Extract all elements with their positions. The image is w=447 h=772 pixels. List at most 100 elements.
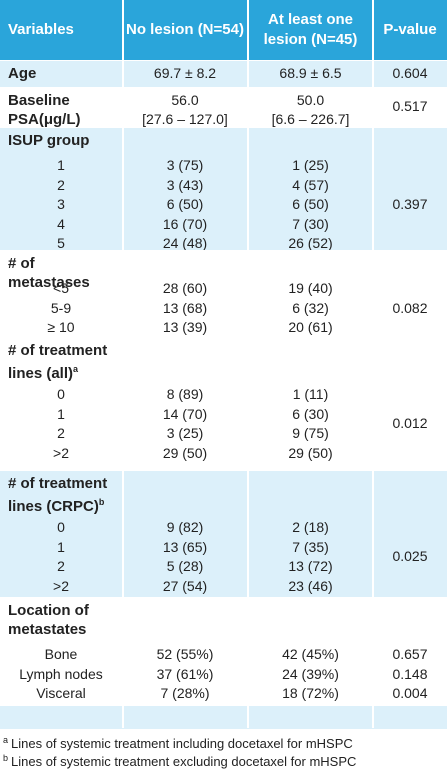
label-text: # of metastases: [8, 255, 90, 291]
footnote-mark: a: [3, 735, 9, 745]
value-cell: 7 (30): [292, 215, 329, 232]
item-label: Bone: [44, 646, 78, 662]
value-cell: 13 (39): [162, 319, 208, 335]
row-label: Location of metastates: [8, 601, 120, 639]
item-label: <5: [53, 280, 69, 296]
value-cell: 9 (75): [292, 425, 329, 441]
item-label: 2: [57, 176, 65, 193]
value-cell: 26 (52): [288, 235, 333, 251]
label-text: Age: [8, 65, 37, 82]
column-separator: [247, 0, 249, 728]
value-cell: 18 (72%): [282, 685, 339, 701]
row-label: Baseline PSA(μg/L): [8, 91, 120, 129]
blank-row: [0, 705, 447, 729]
value-cell: 20 (61): [288, 319, 333, 335]
value-cell: 13 (68): [162, 299, 208, 316]
value-cell: 24 (39%): [282, 665, 339, 682]
value-cell: 23 (46): [288, 577, 333, 594]
header-cell: At least one lesion (N=45): [263, 11, 358, 48]
item-label: Lymph nodes: [19, 665, 103, 682]
value-cell: 7 (35): [292, 538, 329, 555]
p-value: 0.517: [392, 98, 428, 114]
footnote-text: Lines of systemic treatment excluding do…: [11, 754, 357, 770]
value-cell: 3 (75): [166, 157, 204, 173]
item-label: 0: [57, 519, 65, 535]
value-cell: [27.6 – 127.0]: [142, 111, 228, 127]
value-cell: 1 (11): [292, 386, 329, 402]
p-value: 0.657: [392, 646, 428, 662]
p-value: 0.604: [392, 64, 428, 81]
item-label: 2: [57, 558, 65, 574]
p-value: 0.397: [392, 196, 428, 212]
p-value: 0.025: [392, 548, 428, 565]
value-cell: 6 (50): [166, 196, 204, 212]
row-label: # of treatment lines (CRPC)b: [8, 474, 120, 516]
item-label: >2: [53, 577, 69, 594]
item-label: 1: [57, 405, 65, 422]
value-cell: 50.0: [296, 92, 325, 108]
value-cell: 3 (25): [166, 425, 204, 441]
item-label: 0: [57, 386, 65, 402]
value-cell: 28 (60): [162, 280, 208, 296]
value-cell: 52 (55%): [156, 646, 214, 662]
row-label: ISUP group: [8, 131, 120, 150]
value-cell: 27 (54): [162, 577, 208, 594]
value-cell: 3 (43): [166, 176, 204, 193]
item-label: Visceral: [36, 685, 86, 701]
footnote-text: Lines of systemic treatment including do…: [11, 736, 353, 752]
item-label: ≥ 10: [47, 319, 75, 335]
value-cell: 29 (50): [288, 444, 333, 461]
row-label: Age: [8, 64, 120, 83]
footnote-mark: b: [98, 497, 105, 507]
value-cell: 13 (65): [162, 538, 208, 555]
value-cell: 6 (30): [292, 405, 329, 422]
footnote-mark: b: [3, 753, 9, 763]
value-cell: 5 (28): [166, 558, 204, 574]
value-cell: 29 (50): [162, 444, 208, 461]
value-cell: 13 (72): [288, 558, 333, 574]
value-cell: 6 (50): [292, 196, 329, 212]
item-label: 5: [57, 235, 65, 251]
value-cell: 6 (32): [292, 299, 329, 316]
label-text: ISUP group: [8, 132, 90, 149]
header-cell: Variables: [8, 21, 74, 38]
value-cell: 68.9 ± 6.5: [279, 65, 342, 81]
value-cell: 16 (70): [162, 215, 208, 232]
value-cell: 7 (28%): [160, 685, 210, 701]
value-cell: 4 (57): [292, 176, 329, 193]
value-cell: 42 (45%): [282, 646, 339, 662]
header-cell: P-value: [383, 21, 437, 38]
p-value: 0.004: [392, 685, 428, 701]
value-cell: 19 (40): [288, 280, 333, 296]
value-cell: 69.7 ± 8.2: [153, 65, 217, 81]
row-label: # of treatment lines (all)a: [8, 341, 120, 383]
value-cell: 9 (82): [166, 519, 204, 535]
footnote: b Lines of systemic treatment excluding d…: [3, 750, 356, 770]
item-label: 1: [57, 157, 65, 173]
value-cell: 56.0: [171, 92, 199, 108]
label-text: Baseline PSA(μg/L): [8, 92, 81, 128]
column-separator: [372, 0, 374, 728]
footnote: a Lines of systemic treatment including d…: [3, 732, 353, 752]
item-label: 4: [57, 215, 65, 232]
value-cell: 8 (89): [166, 386, 204, 402]
item-label: 1: [57, 538, 65, 555]
p-value: 0.148: [392, 665, 428, 682]
label-text: # of treatment lines (CRPC): [8, 475, 108, 515]
value-cell: [6.6 – 226.7]: [271, 111, 350, 127]
item-label: >2: [53, 444, 69, 461]
value-cell: 24 (48): [162, 235, 208, 251]
value-cell: 14 (70): [162, 405, 208, 422]
p-value: 0.082: [392, 299, 428, 316]
footnote-mark: a: [73, 364, 79, 374]
header-cell: No lesion (N=54): [126, 21, 244, 38]
value-cell: 37 (61%): [156, 665, 214, 682]
item-label: 5-9: [50, 299, 72, 316]
item-label: 3: [57, 196, 65, 212]
column-separator: [122, 0, 124, 728]
p-value: 0.012: [392, 415, 428, 432]
value-cell: 2 (18): [292, 519, 329, 535]
item-label: 2: [57, 425, 65, 441]
row-label: # of metastases: [8, 254, 120, 292]
